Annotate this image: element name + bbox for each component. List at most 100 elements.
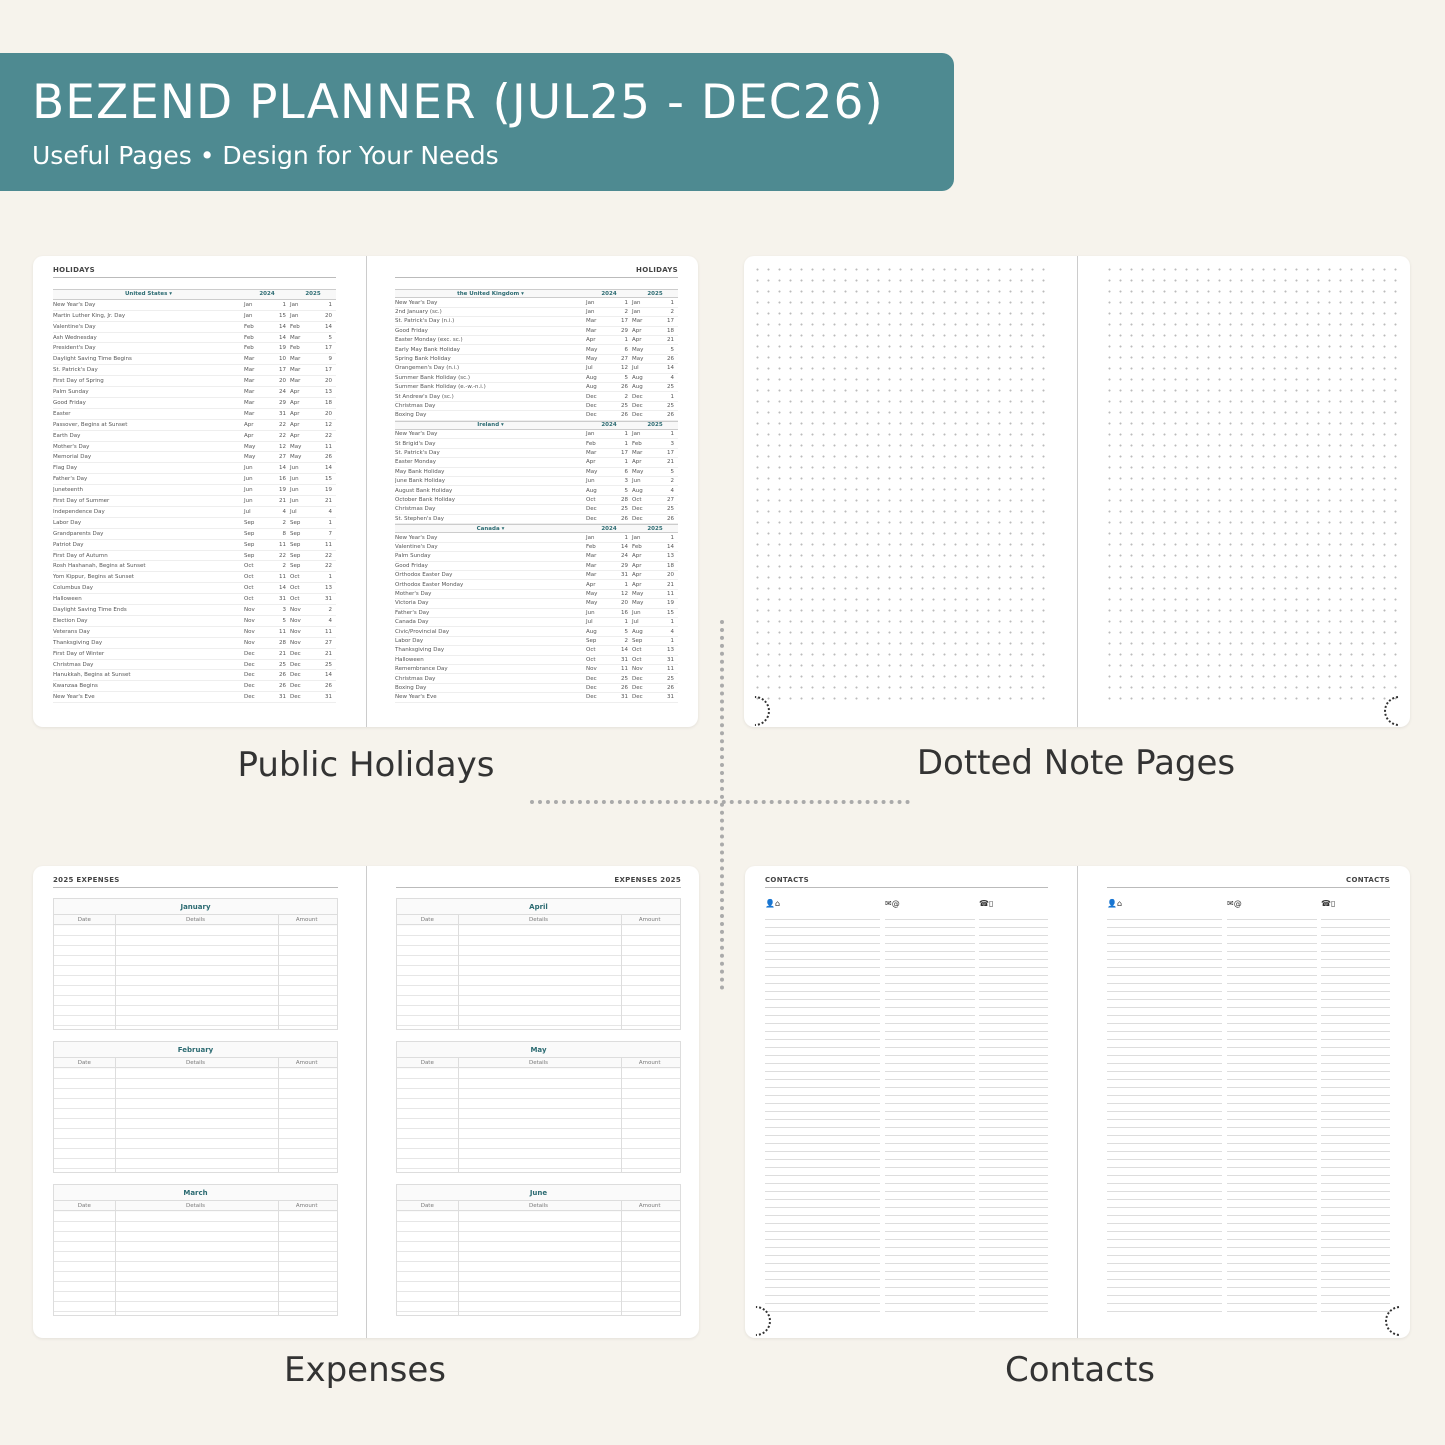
day-2024: 24 [621,553,628,560]
month-2025: Apr [632,459,642,466]
month-2025: Jun [290,487,299,494]
month-2025: May [290,443,302,450]
day-2025: 17 [325,345,332,352]
month-2024: Nov [244,617,255,624]
holiday-row: President's Day Feb 19 Feb 17 [53,344,336,355]
month-2025: Mar [290,334,301,341]
holiday-row: Halloween Oct 31 Oct 31 [395,656,678,665]
holiday-name: October Bank Holiday [395,496,455,503]
expense-month-block: June Date Details Amount [396,1184,681,1316]
holiday-name: Palm Sunday [53,389,89,396]
day-2024: 26 [621,384,628,391]
name-address-icons: 👤⌂ [765,899,781,908]
month-2025: Oct [290,574,300,581]
month-2025: Mar [290,378,301,385]
month-2025: Sep [290,530,301,537]
day-2024: 1 [624,534,629,541]
column-label: Details [528,1060,549,1066]
day-2024: 19 [279,487,286,494]
holiday-name: 2nd January (sc.) [395,308,442,315]
column-label: Date [420,917,434,923]
day-2024: 10 [279,356,286,363]
holiday-row: Yom Kippur, Begins at Sunset Oct 11 Oct 1 [53,572,336,584]
month-2025: Nov [290,639,301,646]
column-divider [278,1201,279,1315]
day-2025: 18 [667,562,674,569]
holiday-name: President's Day [53,345,96,352]
expense-rows [397,926,680,1029]
country-name: United States ▾ [124,291,173,298]
month-2025: Jan [632,534,641,541]
column-divider [458,1058,459,1172]
day-2025: 21 [325,498,332,505]
month-2025: Apr [290,421,300,428]
day-2025: 14 [667,543,674,550]
holiday-row: New Year's Eve Dec 31 Dec 31 [53,692,336,704]
month-2024: Mar [586,553,597,560]
us-holiday-table: United States ▾ 2024 2025 New Year's Day Jan… [53,289,336,704]
day-2024: 26 [621,412,628,419]
month-2025: Aug [632,628,643,635]
day-2025: 17 [325,367,332,374]
holiday-row: Christmas Day Dec 25 Dec 25 [395,505,678,515]
holiday-row: Martin Luther King, Jr. Day Jan 15 Jan 20 [53,311,336,322]
phone-icons: ☎▯ [1321,899,1336,908]
title-banner: BEZEND PLANNER (JUL25 - DEC26) Useful Pa… [0,53,954,191]
month-2024: May [586,468,598,475]
holiday-row: Election Day Nov 5 Nov 4 [53,616,336,627]
day-2025: 12 [325,421,332,428]
month-2025: Jan [290,301,299,308]
month-2025: Apr [632,562,642,569]
column-divider [621,915,622,1029]
month-2025: Dec [632,402,643,409]
day-2025: 5 [670,346,675,353]
day-2025: 5 [670,468,675,475]
holiday-name: Grandparents Day [53,530,104,537]
day-2024: 12 [621,365,628,372]
holiday-row: Rosh Hashanah, Begins at Sunset Oct 2 Sep 22 [53,562,336,573]
holiday-row: New Year's Day Jan 1 Jan 1 [395,533,678,543]
year-label: 2025 [305,291,321,298]
holiday-row: Mother's Day May 12 May 11 [53,442,336,453]
holiday-row: Thanksgiving Day Oct 14 Oct 13 [395,646,678,656]
day-2024: 15 [279,312,286,319]
day-2025: 26 [667,515,674,522]
day-2025: 15 [325,476,332,483]
day-2024: 14 [279,585,286,592]
holiday-name: June Bank Holiday [395,478,445,485]
month-2025: Dec [632,393,643,400]
holiday-name: Spring Bank Holiday [395,355,451,362]
month-2025: Dec [632,506,643,513]
holiday-name: Labor Day [53,519,82,526]
holiday-row: Father's Day Jun 16 Jun 15 [395,609,678,618]
day-2024: 26 [279,672,286,679]
month-2024: Jan [586,534,595,541]
holiday-name: Valentine's Day [53,323,96,330]
expense-month-block: February Date Details Amount [53,1041,338,1173]
day-2025: 31 [325,596,332,603]
caption-public-holidays: Public Holidays [237,745,495,785]
month-2025: Nov [632,666,643,673]
month-2024: Dec [586,675,597,682]
day-2025: 25 [325,661,332,668]
day-2025: 25 [667,506,674,513]
month-2025: Jan [632,299,641,306]
holiday-row: Christmas Day Dec 25 Dec 25 [395,674,678,684]
month-2024: Dec [586,515,597,522]
holiday-name: Palm Sunday [395,553,431,560]
month-2025: Dec [290,672,301,679]
holiday-row: New Year's Eve Dec 31 Dec 31 [395,693,678,703]
month-2024: Jan [586,308,595,315]
holiday-name: St. Patrick's Day [395,449,440,456]
day-2025: 21 [667,337,674,344]
holiday-row: August Bank Holiday Aug 5 Aug 4 [395,486,678,496]
day-2024: 1 [624,459,629,466]
month-2025: Feb [290,323,300,330]
day-2024: 1 [624,337,629,344]
holiday-row: Independence Day Jul 4 Jul 4 [53,507,336,518]
divider-vertical [720,620,724,990]
holiday-row: Juneteenth Jun 19 Jun 19 [53,485,336,497]
holiday-row: Kwanzaa Begins Dec 26 Dec 26 [53,681,336,693]
month-2024: Jan [244,301,253,308]
holiday-row: Columbus Day Oct 14 Oct 13 [53,583,336,595]
